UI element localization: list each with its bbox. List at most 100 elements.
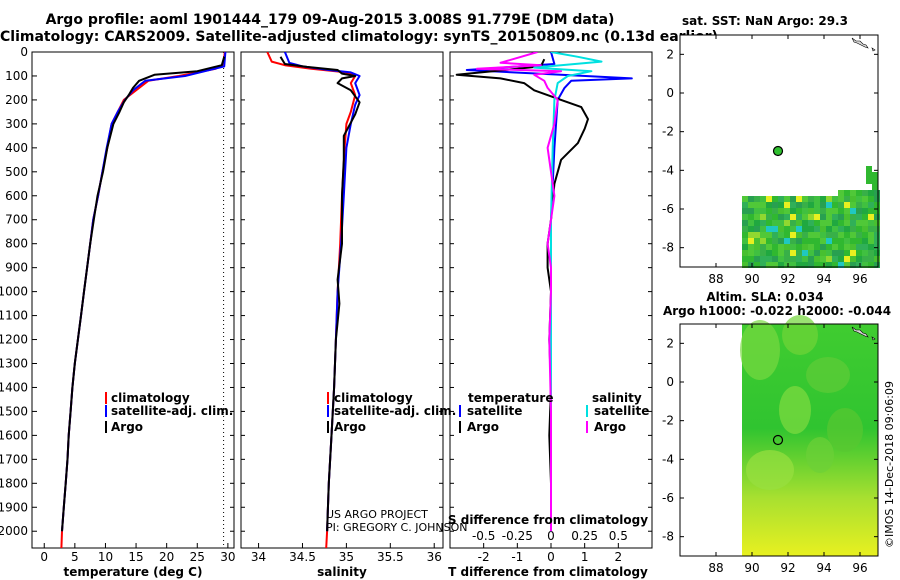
sst-cell xyxy=(760,208,766,214)
sst-cell xyxy=(826,214,832,220)
sst-cell xyxy=(754,202,760,208)
y-tick-label: 100 xyxy=(5,69,28,83)
sst-cell xyxy=(814,250,820,256)
legend-label-s-argo: Argo xyxy=(594,420,626,434)
y-tick-label: 700 xyxy=(5,213,28,227)
sst-cell xyxy=(772,262,778,268)
sst-cell xyxy=(850,190,856,196)
sst-cell xyxy=(760,262,766,268)
sla-patch xyxy=(806,357,850,393)
sst-cell xyxy=(772,208,778,214)
y-tick-label: 500 xyxy=(5,165,28,179)
sst-cell xyxy=(832,244,838,250)
sst-cell xyxy=(862,214,868,220)
sst-cell xyxy=(838,208,844,214)
sst-cell xyxy=(760,220,766,226)
difference-panel: -2 -1 0 1 2 -0.5 -0.25 0 0.25 0.5 T difference f… xyxy=(448,51,653,579)
sst-cell xyxy=(766,238,772,244)
sst-cell xyxy=(856,196,862,202)
y-tick-label: 1300 xyxy=(0,356,28,370)
depth-axis: 0 100 200 300 400 500 600 700 800 900 1000 1100 1200… xyxy=(0,45,37,538)
sst-cell xyxy=(766,220,772,226)
sst-cell xyxy=(868,190,874,196)
temperature-x-axis: 0 5 10 15 20 25 30 xyxy=(40,75,236,564)
sst-cell xyxy=(772,232,778,238)
sst-cell xyxy=(778,196,784,202)
x-tick-label: -2 xyxy=(478,550,490,564)
sst-cell xyxy=(868,220,874,226)
sst-cell xyxy=(814,232,820,238)
sst-cell xyxy=(778,256,784,262)
legend-label-satellite: satellite-adj. clim. xyxy=(334,404,456,418)
sst-cell xyxy=(760,214,766,220)
sst-cell xyxy=(874,244,880,250)
sst-cell xyxy=(868,256,874,262)
sst-cell xyxy=(850,226,856,232)
sst-cell xyxy=(754,250,760,256)
sst-cell xyxy=(874,208,880,214)
sst-cell xyxy=(866,178,872,184)
x-tick-label: 2 xyxy=(615,550,623,564)
x-tick-label: 35 xyxy=(339,550,354,564)
sst-cell xyxy=(784,208,790,214)
sst-cell xyxy=(874,220,880,226)
sst-cell xyxy=(862,244,868,250)
series-line-0 xyxy=(266,52,357,548)
sst-cell xyxy=(778,220,784,226)
sst-cell xyxy=(862,238,868,244)
sst-cell xyxy=(748,232,754,238)
sst-cell xyxy=(742,238,748,244)
sst-cell xyxy=(814,244,820,250)
sst-cell xyxy=(826,250,832,256)
sst-cell xyxy=(814,208,820,214)
sst-cell xyxy=(748,202,754,208)
sst-cell xyxy=(856,244,862,250)
sst-cell xyxy=(820,250,826,256)
sst-cell xyxy=(766,232,772,238)
sst-cell xyxy=(748,214,754,220)
sst-cell xyxy=(850,220,856,226)
sst-cell xyxy=(850,262,856,268)
sla-patch xyxy=(740,320,780,380)
sst-cell xyxy=(754,232,760,238)
sst-cell xyxy=(772,250,778,256)
sst-cell xyxy=(790,208,796,214)
sst-cell xyxy=(872,184,878,190)
sst-cell xyxy=(862,220,868,226)
y-tick-label: 1900 xyxy=(0,500,28,514)
sla-patch xyxy=(827,408,863,452)
sst-cell xyxy=(802,250,808,256)
sst-cell xyxy=(868,226,874,232)
sst-cell xyxy=(760,250,766,256)
sst-cell xyxy=(778,262,784,268)
sst-cell xyxy=(850,196,856,202)
sst-cell xyxy=(844,232,850,238)
sst-cell xyxy=(784,226,790,232)
sst-cell xyxy=(766,208,772,214)
sst-cell xyxy=(802,214,808,220)
sst-cell xyxy=(838,256,844,262)
y-tick-label: 800 xyxy=(5,237,28,251)
sst-cell xyxy=(874,226,880,232)
map-x-tick-label: 94 xyxy=(816,272,831,286)
imos-timestamp: ©IMOS 14-Dec-2018 09:06:09 xyxy=(883,381,896,548)
sst-cell xyxy=(814,262,820,268)
sst-cell xyxy=(754,262,760,268)
difference-series xyxy=(455,52,633,532)
sst-cell xyxy=(850,256,856,262)
sst-cell xyxy=(748,196,754,202)
sst-map-title: sat. SST: NaN Argo: 29.3 xyxy=(682,14,848,28)
sst-cell xyxy=(814,256,820,262)
sst-cell xyxy=(772,202,778,208)
sst-cell xyxy=(760,232,766,238)
sst-cell xyxy=(760,202,766,208)
map-x-tick-label: 96 xyxy=(852,272,867,286)
temperature-series xyxy=(60,52,227,548)
credit-line2: PI: GREGORY C. JOHNSON xyxy=(326,521,467,534)
sst-cell xyxy=(850,244,856,250)
temperature-x-label: temperature (deg C) xyxy=(64,565,203,579)
sst-cell xyxy=(862,202,868,208)
y-tick-label: 1500 xyxy=(0,404,28,418)
sst-cell xyxy=(796,250,802,256)
sst-cell xyxy=(778,208,784,214)
